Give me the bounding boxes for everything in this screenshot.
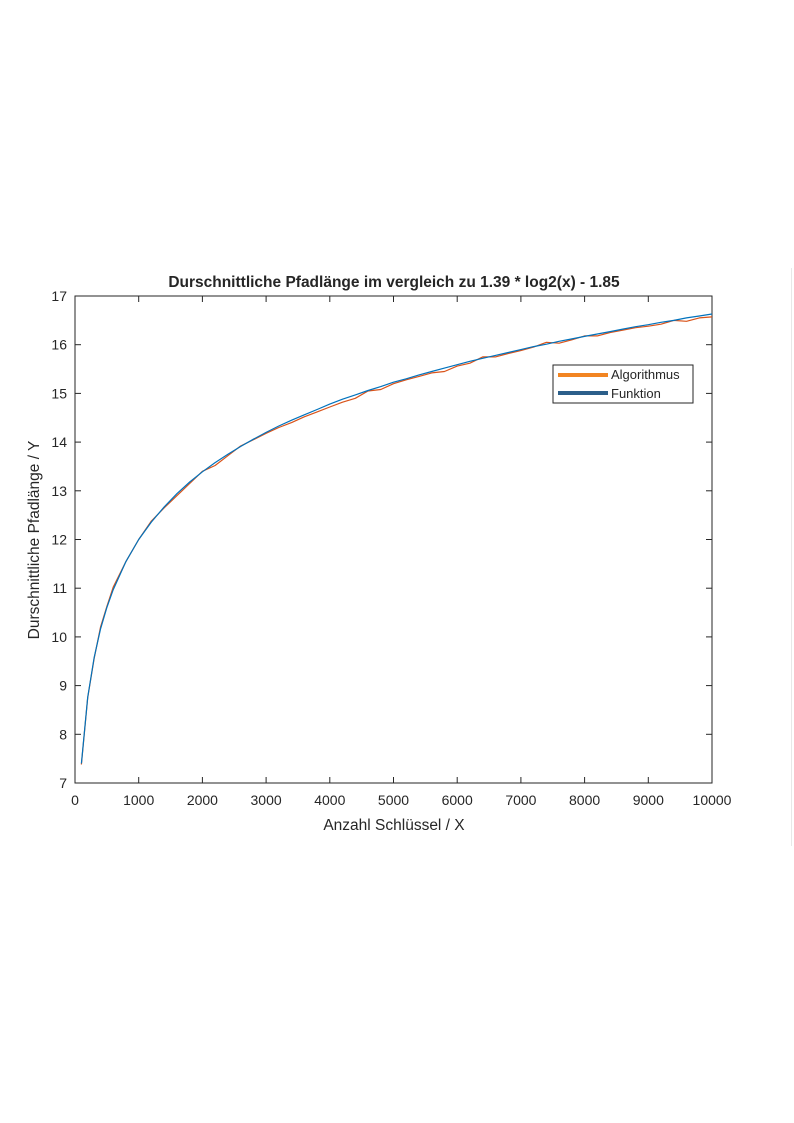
x-tick-label: 1000 (123, 792, 154, 808)
x-tick-label: 8000 (569, 792, 600, 808)
x-tick-label: 2000 (187, 792, 218, 808)
y-tick-label: 11 (52, 580, 67, 596)
y-tick-label: 16 (51, 337, 67, 353)
y-tick-label: 13 (51, 483, 67, 499)
y-axis-label: Durschnittliche Pfadlänge / Y (26, 441, 43, 640)
x-axis-label: Anzahl Schlüssel / X (323, 817, 465, 834)
x-tick-label: 3000 (251, 792, 282, 808)
legend: Algorithmus Funktion (552, 364, 694, 404)
legend-box (552, 364, 694, 404)
tick-layer: 0 1000 2000 3000 4000 5000 6000 7000 8000 9000 100… (51, 288, 731, 808)
series-layer (80, 313, 713, 765)
chart-title: Durschnittliche Pfadlänge im vergleich z… (168, 274, 620, 291)
y-tick-label: 15 (51, 385, 67, 401)
legend-label-funktion: Funktion (611, 386, 661, 401)
series-line-funktion (80, 313, 713, 764)
y-tick-label: 7 (59, 775, 67, 791)
y-tick-label: 17 (51, 288, 67, 304)
x-tick-label: 4000 (314, 792, 345, 808)
x-tick-label: 7000 (505, 792, 536, 808)
x-tick-label: 9000 (633, 792, 664, 808)
page-edge-divider (791, 268, 792, 846)
y-tick-label: 9 (59, 678, 67, 694)
y-tick-label: 8 (59, 726, 67, 742)
x-tick-label: 5000 (378, 792, 409, 808)
y-tick-label: 10 (51, 629, 67, 645)
x-tick-label: 6000 (442, 792, 473, 808)
x-tick-label: 10000 (693, 792, 732, 808)
legend-label-algorithmus: Algorithmus (611, 367, 680, 382)
x-tick-label: 0 (71, 792, 79, 808)
y-tick-label: 12 (51, 532, 67, 548)
y-tick-label: 14 (51, 434, 67, 450)
